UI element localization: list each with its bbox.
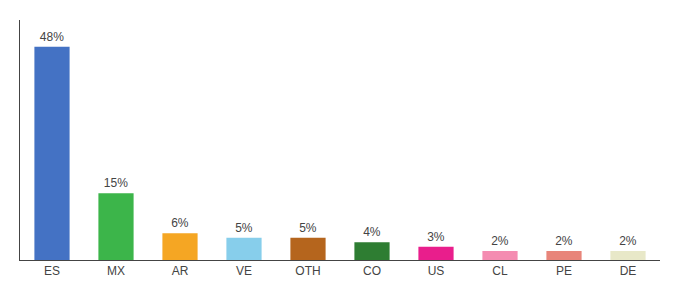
svg-text:48%: 48% bbox=[40, 30, 64, 44]
svg-text:4%: 4% bbox=[363, 225, 381, 239]
svg-text:CO: CO bbox=[363, 264, 381, 278]
svg-text:2%: 2% bbox=[619, 234, 637, 248]
svg-text:6%: 6% bbox=[171, 216, 189, 230]
svg-text:PE: PE bbox=[556, 264, 572, 278]
svg-text:5%: 5% bbox=[299, 221, 317, 235]
svg-text:AR: AR bbox=[172, 264, 189, 278]
svg-text:3%: 3% bbox=[427, 230, 445, 244]
svg-text:VE: VE bbox=[236, 264, 252, 278]
svg-text:US: US bbox=[428, 264, 445, 278]
svg-text:2%: 2% bbox=[491, 234, 509, 248]
svg-text:5%: 5% bbox=[235, 221, 253, 235]
svg-text:OTH: OTH bbox=[295, 264, 320, 278]
svg-text:CL: CL bbox=[492, 264, 508, 278]
svg-text:ES: ES bbox=[44, 264, 60, 278]
svg-text:15%: 15% bbox=[104, 176, 128, 190]
svg-text:2%: 2% bbox=[555, 234, 573, 248]
svg-text:MX: MX bbox=[107, 264, 125, 278]
svg-text:DE: DE bbox=[620, 264, 637, 278]
